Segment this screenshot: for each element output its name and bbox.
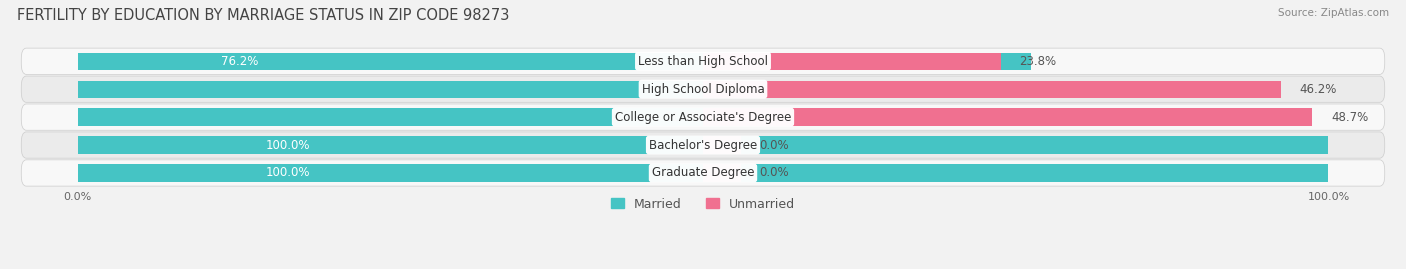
Text: FERTILITY BY EDUCATION BY MARRIAGE STATUS IN ZIP CODE 98273: FERTILITY BY EDUCATION BY MARRIAGE STATU… — [17, 8, 509, 23]
Text: Source: ZipAtlas.com: Source: ZipAtlas.com — [1278, 8, 1389, 18]
Text: 23.8%: 23.8% — [1019, 55, 1056, 68]
Text: 46.2%: 46.2% — [1299, 83, 1337, 96]
Text: Graduate Degree: Graduate Degree — [652, 167, 754, 179]
Text: 53.9%: 53.9% — [696, 83, 733, 96]
FancyBboxPatch shape — [21, 160, 1385, 186]
Legend: Married, Unmarried: Married, Unmarried — [606, 193, 800, 216]
Text: High School Diploma: High School Diploma — [641, 83, 765, 96]
FancyBboxPatch shape — [21, 132, 1385, 158]
Bar — [703, 80, 1281, 98]
Bar — [703, 164, 741, 182]
Text: 51.4%: 51.4% — [665, 111, 702, 124]
Bar — [77, 80, 752, 98]
Text: Less than High School: Less than High School — [638, 55, 768, 68]
Text: Bachelor's Degree: Bachelor's Degree — [650, 139, 756, 151]
FancyBboxPatch shape — [21, 48, 1385, 74]
FancyBboxPatch shape — [21, 104, 1385, 130]
Bar — [77, 164, 1329, 182]
Bar — [77, 108, 720, 126]
FancyBboxPatch shape — [21, 76, 1385, 102]
Bar — [703, 52, 1001, 70]
Bar — [77, 136, 1329, 154]
Bar — [703, 136, 741, 154]
Text: College or Associate's Degree: College or Associate's Degree — [614, 111, 792, 124]
Text: 0.0%: 0.0% — [759, 139, 789, 151]
Bar — [703, 108, 1312, 126]
Text: 0.0%: 0.0% — [759, 167, 789, 179]
Text: 100.0%: 100.0% — [266, 139, 309, 151]
Text: 48.7%: 48.7% — [1331, 111, 1368, 124]
Text: 100.0%: 100.0% — [266, 167, 309, 179]
Text: 76.2%: 76.2% — [221, 55, 257, 68]
Bar — [77, 52, 1031, 70]
